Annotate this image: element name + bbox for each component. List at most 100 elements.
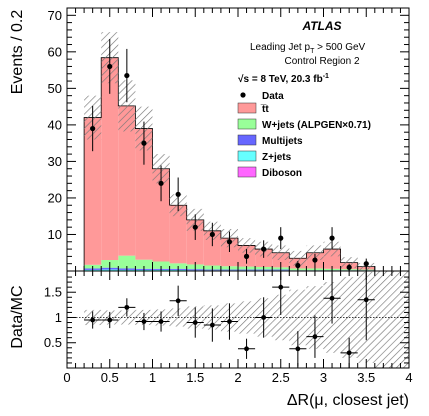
region-label: Control Region 2	[284, 56, 359, 67]
ratio-point-1	[107, 317, 113, 323]
data-point-9	[243, 253, 250, 259]
selection-text: Leading Jet p	[250, 42, 310, 53]
x-axis-label: ΔR(μ, closest jet)	[287, 392, 409, 409]
x-tick-label-3: 1.5	[186, 370, 204, 385]
legend-label-wjets: W+jets (ALPGEN×0.71)	[262, 120, 371, 131]
selection-line-1: Leading Jet pT > 500 GeV	[250, 42, 366, 55]
ratio-axes: 0.5 1 1.5 0 0.5 1 1.5 2 2.5 3 3.5 4	[44, 271, 413, 385]
ratio-y-tick-label-2: 1.5	[44, 285, 62, 300]
legend-swatch-ttbar	[237, 102, 257, 114]
stack-bar-3-4	[152, 261, 170, 269]
band-bin-13	[306, 245, 324, 261]
data-point-8	[226, 239, 233, 245]
x-tick-label-1: 0.5	[101, 370, 119, 385]
ratio-point-0	[90, 317, 96, 323]
ratio-band-bin-9	[238, 301, 256, 334]
ratio-band-bin-12	[289, 289, 307, 346]
band-bin-15	[340, 257, 358, 269]
legend-label-ttbar: t̅t	[261, 103, 270, 115]
ratio-point-10	[261, 315, 267, 320]
data-point-3	[141, 140, 147, 146]
atlas-label: ATLAS	[301, 19, 341, 33]
x-tick-label-5: 2.5	[272, 370, 290, 385]
selection-threshold: > 500 GeV	[314, 42, 365, 53]
y-tick-label-20: 20	[48, 190, 62, 205]
ratio-point-15	[346, 350, 352, 356]
data-point-0	[90, 125, 96, 132]
x-tick-label-2: 1	[149, 370, 156, 385]
ratio-band-tail	[374, 271, 409, 368]
stack-bar-4-6	[186, 219, 204, 265]
main-y-axis-label: Events / 0.2	[9, 10, 26, 95]
data-point-13	[312, 257, 318, 263]
energy-label: √s = 8 TeV, 20.3 fb-1	[238, 73, 329, 85]
band-bin-2	[118, 80, 136, 132]
data-point-1	[107, 63, 113, 70]
x-tick-label-4: 2	[234, 370, 241, 385]
ratio-point-11	[278, 284, 284, 290]
ratio-point-14	[329, 295, 335, 301]
ratio-point-5	[175, 298, 181, 304]
band-bin-9	[238, 238, 256, 253]
legend-marker-data	[240, 92, 246, 98]
ratio-uncertainty-band	[84, 271, 409, 368]
ratio-panel: 0.5 1 1.5 0 0.5 1 1.5 2 2.5 3 3.5 4 Data/MC ΔR(μ, c…	[9, 270, 413, 409]
data-point-14	[329, 235, 335, 241]
ratio-point-3	[141, 319, 147, 324]
legend-label-diboson: Diboson	[262, 168, 302, 179]
data-point-10	[261, 246, 267, 252]
x-tick-label-6: 3	[320, 370, 327, 385]
y-tick-label-40: 40	[48, 117, 62, 132]
legend: Data t̅t W+jets (ALPGEN×0.71) Multijets …	[237, 91, 371, 179]
band-bin-12	[289, 250, 307, 266]
stack-bar-4-4	[152, 168, 170, 262]
stack-bar-4-1	[101, 57, 119, 261]
band-bin-11	[272, 245, 290, 261]
ratio-point-6	[192, 320, 198, 325]
stack-bar-4-2	[118, 105, 136, 256]
ratio-point-7	[209, 322, 215, 328]
ratio-points	[84, 271, 375, 368]
stack-bar-4-3	[135, 128, 153, 260]
data-points	[90, 39, 369, 271]
ratio-point-12	[295, 346, 301, 352]
ratio-point-8	[227, 319, 232, 324]
y-tick-label-70: 70	[48, 8, 62, 23]
data-point-4	[158, 180, 164, 186]
legend-swatch-multijets	[237, 134, 257, 146]
y-tick-label-50: 50	[48, 81, 62, 96]
x-tick-label-0: 0	[63, 370, 70, 385]
legend-label-multijets: Multijets	[262, 136, 303, 147]
legend-label-zjets: Z+jets	[262, 152, 292, 163]
data-point-12	[295, 262, 301, 269]
legend-swatch-wjets	[237, 118, 257, 130]
ratio-y-axis-label: Data/MC	[9, 285, 26, 348]
selection-subscript: T	[310, 48, 315, 55]
legend-label-data: Data	[262, 91, 284, 102]
x-tick-label-8: 4	[405, 370, 412, 385]
ratio-band-bin-2	[118, 310, 136, 325]
stack-bar-4-5	[169, 205, 187, 264]
ratio-y-tick-label-1: 1	[55, 310, 62, 325]
energy-superscript: -1	[323, 73, 329, 80]
energy-text: √s = 8 TeV, 20.3 fb	[238, 74, 323, 85]
data-point-5	[175, 191, 181, 197]
data-point-2	[124, 72, 130, 79]
ratio-point-2	[124, 304, 130, 310]
ratio-point-4	[158, 319, 164, 324]
data-point-11	[278, 235, 284, 241]
ratio-point-9	[244, 346, 249, 352]
ratio-y-tick-label-0: 0.5	[44, 335, 62, 350]
y-tick-label-60: 60	[48, 44, 62, 59]
y-tick-label-10: 10	[48, 227, 62, 242]
legend-swatch-diboson	[237, 166, 257, 178]
stack-bar-4-0	[84, 117, 102, 265]
x-tick-label-7: 3.5	[357, 370, 375, 385]
ratio-frame	[66, 270, 410, 369]
ratio-point-16	[363, 297, 369, 303]
ratio-point-13	[312, 334, 318, 340]
main-panel: 10 20 30 40 50 60 70 Events / 0.2 ATLAS Leadin…	[9, 7, 410, 272]
data-point-6	[192, 224, 198, 230]
data-point-7	[209, 231, 215, 238]
